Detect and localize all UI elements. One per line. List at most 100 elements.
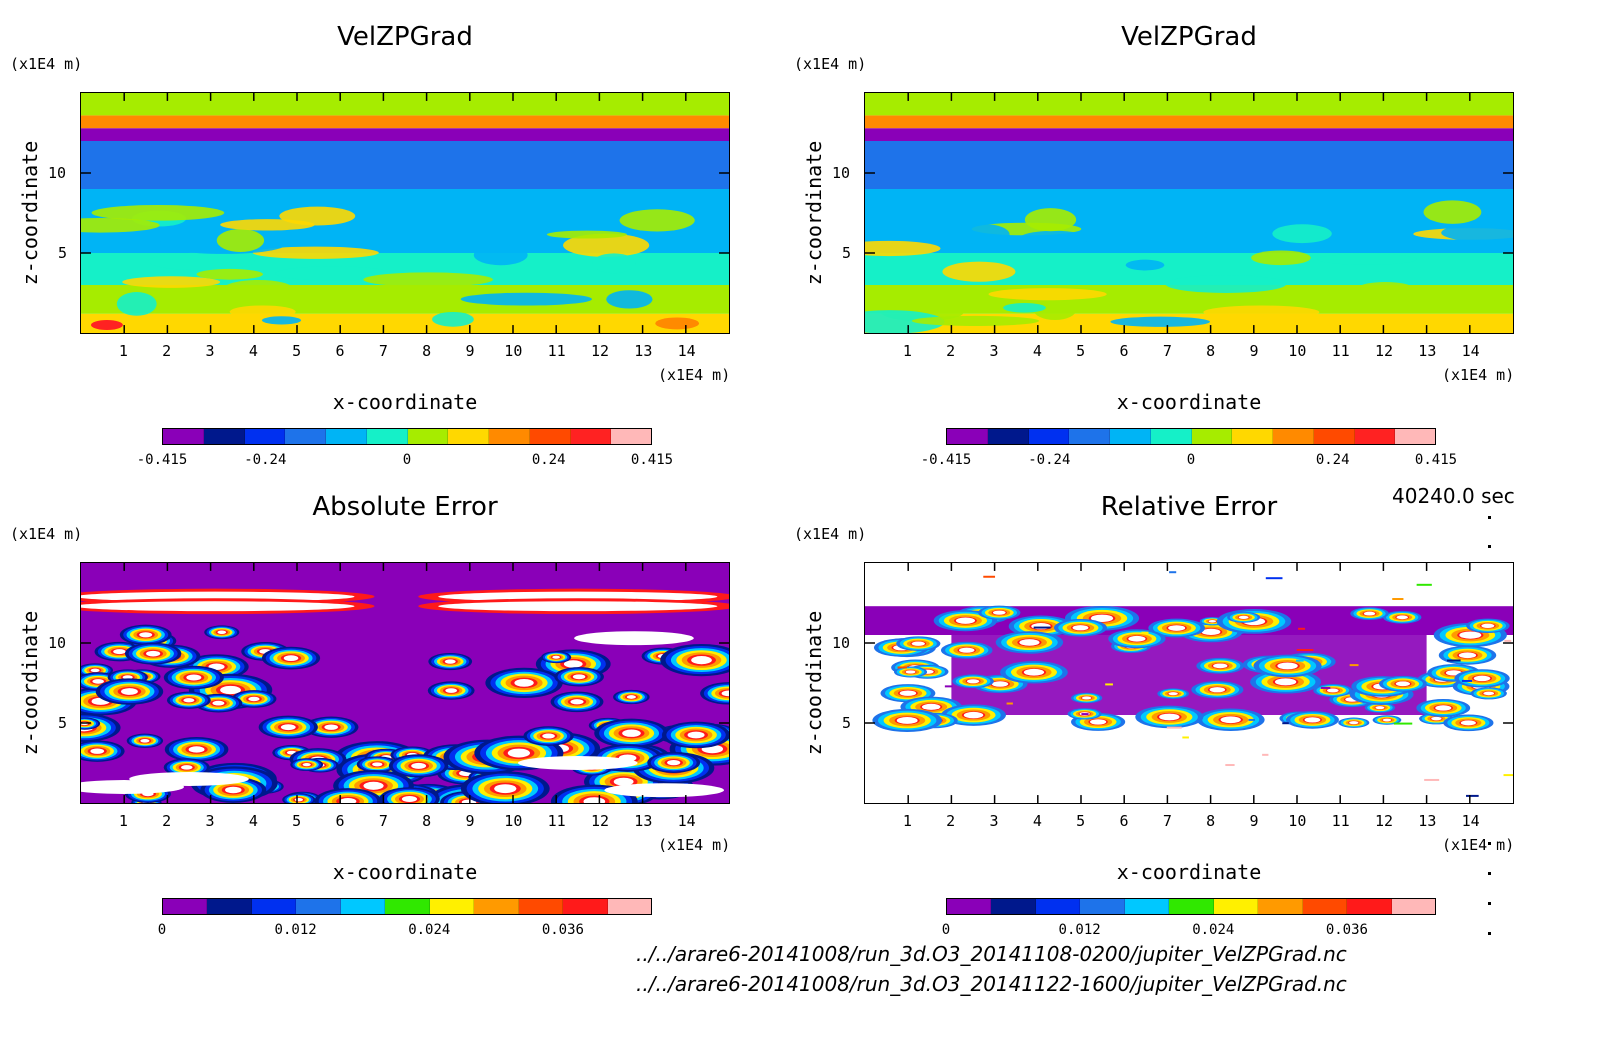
error-speck — [1392, 598, 1404, 601]
colorbar-swatch — [1258, 899, 1303, 914]
error-speck — [1298, 627, 1306, 630]
error-contour — [572, 674, 586, 680]
error-contour — [622, 729, 641, 737]
y-unit-label: (x1E4 m) — [794, 55, 867, 73]
x-tick-label: 11 — [547, 812, 566, 830]
field-patch — [252, 246, 379, 259]
colorbar-swatch — [1069, 429, 1110, 444]
error-contour — [1081, 696, 1092, 700]
field-patch — [1272, 224, 1332, 244]
colorbar-swatch — [991, 899, 1036, 914]
error-contour — [1238, 615, 1249, 620]
field-patch — [1203, 305, 1320, 319]
x-tick-label: 5 — [1076, 342, 1086, 360]
error-contour — [81, 601, 355, 612]
field-band — [81, 313, 729, 333]
error-contour — [212, 700, 225, 706]
error-contour — [1459, 631, 1482, 639]
field-band — [865, 93, 1513, 116]
error-speck — [1282, 722, 1289, 725]
error-speck — [1424, 778, 1440, 781]
x-tick-label: 2 — [162, 342, 172, 360]
y-axis-label: z-coordinate — [802, 610, 826, 756]
error-contour — [1431, 716, 1442, 721]
colorbar-tick-label: 0.415 — [630, 452, 674, 468]
error-contour — [220, 685, 241, 695]
plot-area — [864, 92, 1514, 334]
x-tick-label: 3 — [205, 342, 215, 360]
error-contour — [1090, 614, 1114, 622]
x-tick-label: 8 — [422, 342, 432, 360]
error-contour — [1209, 687, 1226, 693]
error-contour — [445, 688, 458, 693]
error-contour — [1304, 717, 1321, 723]
colorbar-tick-label: 0.012 — [1058, 922, 1101, 938]
error-contour — [1128, 635, 1146, 642]
field-patch — [122, 276, 221, 288]
colorbar-swatch — [1191, 429, 1233, 444]
error-contour — [363, 781, 384, 790]
colorbar-swatch — [563, 899, 608, 914]
error-contour — [1089, 719, 1107, 725]
x-tick-label: 5 — [292, 342, 302, 360]
field-patch — [1033, 299, 1077, 321]
x-tick-label: 10 — [504, 812, 523, 830]
chart-title: Relative Error — [1100, 492, 1278, 522]
error-contour — [411, 762, 427, 769]
x-tick-label: 6 — [335, 812, 345, 830]
x-unit-label: (x1E4 m) — [658, 836, 731, 854]
colorbar-swatch — [251, 899, 297, 914]
margin-dot — [1488, 516, 1491, 519]
colorbar-swatch — [1213, 899, 1259, 914]
colorbar-swatch — [474, 899, 519, 914]
colorbar-swatch — [1391, 899, 1435, 914]
error-contour — [517, 756, 638, 770]
field-patch — [460, 292, 592, 306]
error-speck — [1248, 718, 1255, 721]
error-contour — [542, 733, 555, 739]
x-axis-label: x-coordinate — [332, 860, 478, 884]
error-contour — [963, 711, 984, 719]
error-speck — [1466, 794, 1479, 797]
x-axis-label: x-coordinate — [1116, 390, 1262, 414]
error-contour — [570, 699, 584, 705]
x-tick-label: 6 — [1119, 812, 1129, 830]
colorbar-swatch — [340, 899, 386, 914]
error-contour — [1481, 623, 1495, 628]
error-speck — [944, 685, 953, 688]
field-patch — [196, 268, 263, 280]
x-tick-label: 3 — [989, 812, 999, 830]
colorbar-swatch — [163, 429, 204, 444]
error-contour — [911, 641, 925, 646]
x-tick-label: 13 — [1418, 812, 1437, 830]
error-contour — [966, 679, 980, 684]
error-contour — [186, 674, 202, 681]
error-contour — [1395, 681, 1411, 687]
error-contour — [905, 670, 916, 674]
colorbar-tick-label: 0.24 — [531, 452, 566, 468]
error-contour — [1435, 705, 1452, 711]
error-contour — [959, 647, 975, 653]
error-contour — [1023, 668, 1045, 676]
field-patch — [865, 310, 945, 333]
y-tick-label: 10 — [832, 163, 851, 182]
error-contour — [667, 760, 681, 766]
file-path-1: ../../arare6-20141008/run_3d.O3_20141108… — [636, 942, 1347, 966]
field-patch — [1317, 253, 1417, 265]
y-axis-label: z-coordinate — [802, 140, 826, 286]
field-patch — [473, 244, 528, 266]
y-unit-label: (x1E4 m) — [10, 525, 83, 543]
colorbar-tick-label: 0 — [1186, 452, 1196, 468]
field-patch — [229, 305, 296, 319]
error-speck — [897, 666, 907, 669]
error-contour — [444, 659, 456, 664]
x-tick-label: 9 — [465, 812, 475, 830]
error-speck — [1461, 679, 1473, 682]
error-speck — [1349, 664, 1359, 667]
x-tick-label: 1 — [118, 342, 128, 360]
colorbar-tick-label: 0.24 — [1315, 452, 1350, 468]
error-contour — [1201, 628, 1221, 636]
error-contour — [1483, 691, 1495, 696]
field-band — [865, 115, 1513, 129]
y-axis-label: z-coordinate — [18, 610, 42, 756]
